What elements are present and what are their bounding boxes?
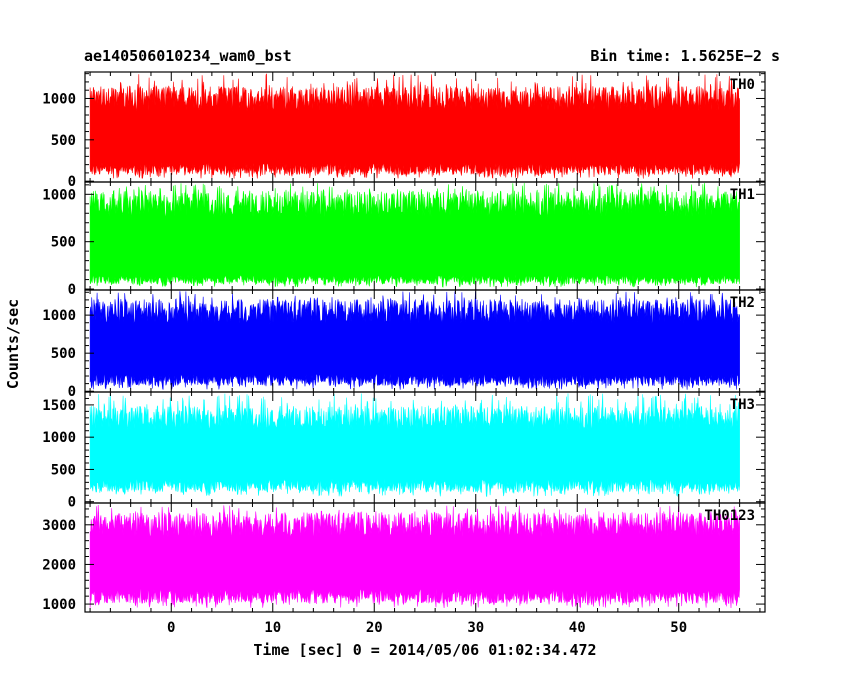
- y-tick-label: 500: [51, 462, 76, 478]
- x-tick-label: 10: [264, 620, 281, 636]
- y-tick-label: 0: [68, 174, 76, 190]
- y-tick-label: 500: [51, 133, 76, 149]
- x-tick-labels: 0 10 20 30 40 50: [167, 620, 687, 636]
- panel-label: TH1: [730, 187, 755, 203]
- panel-label: TH2: [730, 295, 755, 311]
- chart-title-right: Bin time: 1.5625E−2 s: [590, 47, 780, 65]
- panel-th0123: 1000 2000 3000 TH0123: [42, 502, 766, 613]
- x-tick-label: 0: [167, 620, 175, 636]
- panel-th2: 0 500 1000 TH2: [42, 289, 766, 400]
- y-tick-label: 2000: [42, 557, 76, 573]
- panel-label: TH3: [730, 397, 755, 413]
- panel-frame: [84, 502, 766, 613]
- y-tick-label: 500: [51, 346, 76, 362]
- y-tick-label: 3000: [42, 518, 76, 534]
- y-tick-label: 1000: [42, 597, 76, 613]
- y-tick-label: 0: [68, 282, 76, 298]
- panel-label: TH0123: [704, 508, 755, 524]
- panel-th0: 0 500 1000 TH0: [42, 71, 766, 190]
- panel-th1: 0 500 1000 TH1: [42, 181, 766, 298]
- series-th3: [89, 393, 740, 498]
- y-tick-label: 1000: [42, 91, 76, 107]
- x-tick-label: 40: [569, 620, 586, 636]
- y-tick-label: 1500: [42, 398, 76, 414]
- x-tick-label: 20: [366, 620, 383, 636]
- y-tick-label: 1000: [42, 430, 76, 446]
- series-th0: [89, 73, 740, 179]
- panel-th3: 0 500 1000 1500 TH3: [42, 391, 766, 511]
- y-tick-label: 0: [68, 495, 76, 511]
- y-tick-label: 0: [68, 384, 76, 400]
- series-th1: [89, 182, 740, 288]
- x-tick-label: 30: [467, 620, 484, 636]
- chart-title-left: ae140506010234_wam0_bst: [84, 47, 292, 65]
- x-axis-label: Time [sec] 0 = 2014/05/06 01:02:34.472: [253, 641, 596, 659]
- panels-group: 0 500 1000 TH0 0 500 1000 TH1 0 500 1000 TH2 0 500 100…: [42, 71, 766, 613]
- y-tick-label: 1000: [42, 187, 76, 203]
- y-tick-label: 1000: [42, 308, 76, 324]
- panel-label: TH0: [730, 77, 755, 93]
- series-th2: [89, 291, 740, 390]
- x-tick-label: 50: [670, 620, 687, 636]
- y-tick-label: 500: [51, 235, 76, 251]
- y-axis-label: Counts/sec: [4, 299, 22, 389]
- series-th0123: [89, 504, 740, 609]
